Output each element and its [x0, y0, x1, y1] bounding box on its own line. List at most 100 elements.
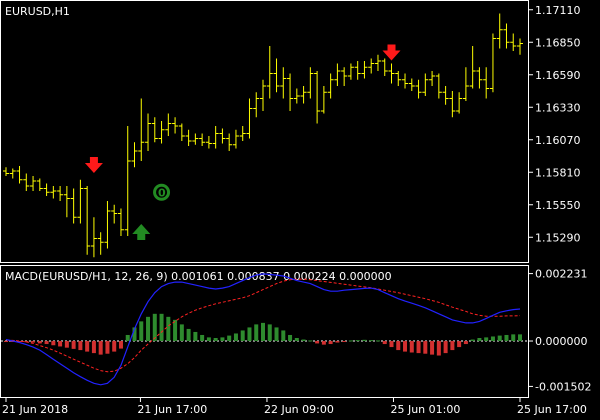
histogram-bar-positive	[240, 330, 245, 342]
ohlc-bar	[347, 63, 354, 80]
histogram-bar-negative	[112, 341, 117, 352]
histogram-bar-negative	[457, 341, 462, 348]
histogram-bar-positive	[132, 327, 137, 342]
histogram-bar-positive	[504, 334, 509, 342]
price-bars[interactable]	[3, 13, 523, 258]
histogram-bar-negative	[321, 341, 326, 345]
ohlc-bar	[3, 167, 9, 176]
time-tick-label: 21 Jun 2018	[2, 403, 68, 416]
ohlc-bar	[510, 33, 517, 51]
ohlc-bar	[16, 166, 23, 184]
histogram-bar-positive	[348, 340, 353, 342]
histogram-bar-negative	[85, 341, 90, 352]
histogram-bar-positive	[159, 313, 164, 342]
histogram-bar-positive	[267, 324, 272, 342]
ohlc-bar	[408, 78, 415, 91]
ohlc-bar	[429, 71, 436, 86]
ohlc-bar	[503, 23, 510, 49]
histogram-bar-positive	[281, 330, 286, 342]
ohlc-bar	[300, 86, 307, 104]
histogram-bar-positive	[233, 333, 238, 342]
histogram-bar-negative	[118, 341, 123, 349]
histogram-bar-positive	[200, 334, 205, 342]
histogram-bar-negative	[463, 341, 468, 345]
ohlc-bar	[90, 217, 97, 258]
histogram-bar-positive	[375, 340, 380, 342]
ohlc-bar	[124, 126, 131, 236]
ohlc-bar	[165, 113, 172, 136]
histogram-bar-positive	[213, 337, 218, 342]
histogram-bar-positive	[166, 316, 171, 342]
ohlc-bar	[104, 201, 111, 249]
ohlc-bar	[239, 126, 246, 141]
histogram-bar-positive	[497, 335, 502, 342]
ohlc-bar	[131, 142, 138, 168]
histogram-bar-positive	[490, 336, 495, 342]
histogram-bar-positive	[227, 335, 232, 342]
ohlc-bar	[442, 86, 449, 105]
ohlc-bar	[111, 204, 118, 224]
ohlc-bar	[205, 136, 212, 149]
histogram-bar-positive	[254, 324, 259, 342]
ohlc-bar	[266, 46, 273, 99]
ohlc-bar	[327, 73, 334, 99]
histogram-bar-positive	[193, 331, 198, 342]
ohlc-bar	[50, 186, 57, 199]
zero-marker-icon	[153, 183, 171, 201]
time-tick-label: 22 Jun 09:00	[264, 403, 334, 416]
ohlc-bar	[422, 73, 429, 96]
buy-arrow-icon	[132, 224, 151, 240]
macd-histogram	[4, 313, 522, 356]
price-tick-label: 1.15290	[535, 231, 581, 244]
ohlc-bar	[314, 71, 321, 124]
histogram-bar-negative	[328, 341, 333, 345]
histogram-bar-negative	[31, 341, 36, 343]
histogram-bar-negative	[78, 341, 83, 351]
ohlc-bar	[199, 133, 206, 146]
histogram-bar-positive	[518, 334, 522, 342]
macd-tick-label: 0.000000	[535, 335, 588, 348]
histogram-bar-negative	[17, 341, 22, 343]
ohlc-bar	[226, 133, 233, 151]
macd-title: MACD(EURUSD/H1, 12, 26, 9) 0.001061 0.00…	[5, 270, 392, 283]
ohlc-bar	[320, 86, 327, 114]
price-tick-label: 1.16850	[535, 36, 581, 49]
ohlc-bar	[334, 63, 341, 86]
price-tick-label: 1.15810	[535, 166, 581, 179]
histogram-bar-positive	[484, 337, 489, 342]
histogram-bar-negative	[403, 341, 408, 352]
ohlc-bar	[341, 67, 348, 86]
histogram-bar-positive	[206, 337, 211, 342]
ohlc-bar	[63, 186, 70, 218]
ohlc-bar	[435, 73, 442, 99]
histogram-bar-positive	[294, 337, 299, 342]
price-tick-label: 1.17110	[535, 4, 581, 17]
ohlc-bar	[415, 79, 422, 99]
histogram-bar-negative	[342, 341, 347, 343]
histogram-bar-negative	[105, 341, 110, 354]
histogram-bar-negative	[389, 341, 394, 348]
histogram-bar-positive	[179, 324, 184, 342]
histogram-bar-positive	[288, 334, 293, 342]
ohlc-bar	[158, 121, 165, 144]
ohlc-bar	[43, 183, 50, 196]
ohlc-bar	[117, 208, 124, 236]
ohlc-bar	[70, 188, 77, 224]
ohlc-bar	[260, 79, 266, 111]
histogram-bar-negative	[430, 341, 435, 355]
price-tick-label: 1.16070	[535, 134, 581, 147]
ohlc-bar	[172, 117, 179, 134]
histogram-bar-negative	[98, 341, 103, 355]
histogram-bar-negative	[4, 341, 8, 343]
histogram-bar-positive	[308, 340, 313, 342]
histogram-bar-positive	[261, 322, 265, 342]
ohlc-bar	[287, 73, 294, 111]
histogram-bar-negative	[416, 341, 421, 354]
ohlc-bar	[23, 173, 30, 191]
histogram-bar-negative	[51, 341, 56, 346]
ohlc-bar	[178, 123, 185, 141]
ohlc-bar	[219, 128, 226, 144]
ohlc-bar	[381, 58, 388, 76]
